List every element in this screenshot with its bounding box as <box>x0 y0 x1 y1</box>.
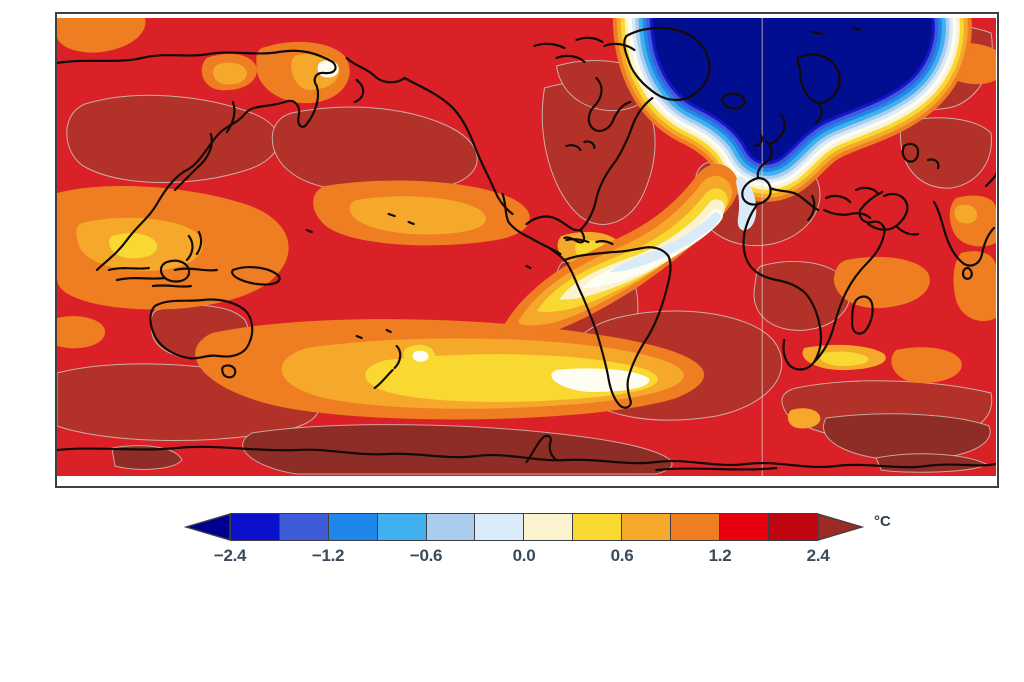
map-maroon-anomaly-patches <box>111 413 991 475</box>
colorbar-cell <box>572 513 623 541</box>
colorbar-tick-label: 0.6 <box>610 546 634 565</box>
world-map-frame <box>55 12 999 488</box>
colorbar-tick-label: 0.0 <box>512 546 536 565</box>
colorbar-cells <box>230 513 819 541</box>
colorbar-cell <box>425 513 476 541</box>
colorbar-cell <box>523 513 574 541</box>
colorbar-tick-label: −0.6 <box>409 546 443 565</box>
colorbar-over-arrow <box>818 513 864 541</box>
colorbar-cell <box>669 513 721 541</box>
colorbar-cell <box>230 513 281 541</box>
colorbar-cell <box>376 513 428 541</box>
colorbar-cell <box>718 513 770 541</box>
map-warm-band-regions <box>57 18 996 429</box>
colorbar-cell <box>767 513 819 541</box>
colorbar: °C <box>184 513 891 541</box>
colorbar-tick-label: −2.4 <box>213 546 247 565</box>
north-atlantic-cold-blob <box>612 18 972 202</box>
colorbar-ticks: −2.4 −1.2 −0.6 0.0 0.6 1.2 2.4 <box>214 546 830 568</box>
colorbar-cell <box>474 513 525 541</box>
colorbar-cell <box>621 513 672 541</box>
colorbar-unit-label: °C <box>874 512 891 530</box>
coastlines <box>57 26 996 472</box>
colorbar-cell <box>278 513 330 541</box>
colorbar-cell <box>327 513 379 541</box>
colorbar-tick-label: −1.2 <box>311 546 345 565</box>
colorbar-tick-label: 1.2 <box>708 546 732 565</box>
colorbar-tick-label: 2.4 <box>806 546 830 565</box>
colorbar-under-arrow <box>184 513 230 541</box>
world-map <box>57 18 996 476</box>
